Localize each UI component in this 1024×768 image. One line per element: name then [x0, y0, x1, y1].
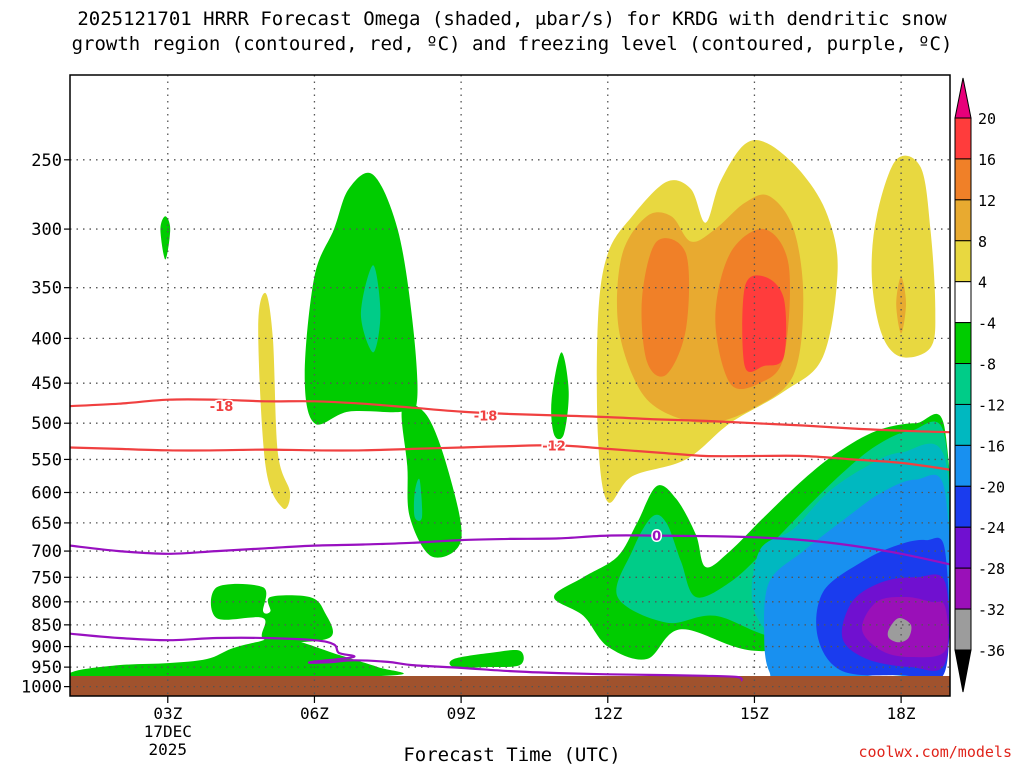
colorbar-segment	[954, 117, 972, 160]
omega-region-21	[887, 618, 912, 643]
y-tick-label: 800	[31, 593, 62, 613]
colorbar-segment	[954, 363, 972, 405]
contour-label: -12	[542, 439, 566, 454]
x-axis-label: Forecast Time (UTC)	[403, 744, 621, 766]
x-tick-label: 09Z	[447, 704, 476, 723]
chart-title-line-2: growth region (contoured, red, ºC) and f…	[71, 33, 953, 55]
y-tick-label: 950	[31, 658, 62, 678]
x-tick-label: 03Z	[153, 704, 182, 723]
omega-region-10	[896, 276, 906, 334]
colorbar-label: 4	[978, 274, 987, 292]
colorbar-label: -36	[978, 642, 1005, 660]
colorbar-segment	[954, 485, 972, 528]
omega-region-11	[641, 238, 690, 377]
temperature-contours: -18 -18 -12 0	[70, 398, 950, 682]
omega-region-23	[210, 583, 333, 643]
y-axis: 2503003504004505005506006507007508008509…	[21, 151, 70, 698]
y-tick-label: 1000	[21, 678, 62, 698]
y-tick-label: 850	[31, 616, 62, 636]
omega-shading	[70, 140, 950, 682]
colorbar-arrow-bottom	[954, 649, 972, 693]
colorbar-segment	[954, 608, 972, 651]
y-tick-label: 350	[31, 279, 62, 299]
contour-label: -18	[474, 410, 498, 425]
contour-label: 0	[652, 530, 661, 545]
y-tick-label: 400	[31, 329, 62, 349]
colorbar-label: -8	[978, 356, 996, 374]
colorbar-segment	[954, 158, 972, 201]
x-tick-year: 2025	[149, 740, 188, 759]
colorbar-label: -16	[978, 437, 1005, 455]
colorbar-segment	[954, 322, 972, 365]
x-tick-label: 15Z	[740, 704, 769, 723]
colorbar-segment	[954, 526, 972, 569]
contour-line-1	[70, 444, 950, 471]
x-tick-date: 17DEC	[144, 722, 192, 741]
colorbar-label: 8	[978, 233, 987, 251]
colorbar-segment	[954, 444, 972, 487]
omega-region-0	[160, 216, 171, 260]
omega-region-5	[413, 478, 423, 521]
x-tick-label: 12Z	[593, 704, 622, 723]
colorbar-segment	[954, 240, 972, 283]
omega-region-6	[551, 352, 569, 440]
omega-region-4	[401, 403, 462, 558]
omega-region-2	[304, 172, 418, 425]
omega-region-22	[70, 637, 404, 681]
y-tick-label: 650	[31, 514, 62, 534]
colorbar-label: -32	[978, 601, 1005, 619]
colorbar: 20 16 12 8 4 -4 -8 -12 -16 -20 -24 -28 -32 -36	[954, 77, 1005, 693]
colorbar-label: 16	[978, 151, 996, 169]
colorbar-label: -24	[978, 519, 1005, 537]
watermark-text: coolwx.com/models	[858, 743, 1012, 761]
y-tick-label: 250	[31, 151, 62, 171]
contour-label: -18	[210, 400, 234, 415]
omega-region-24	[449, 650, 524, 668]
colorbar-segment	[954, 403, 972, 446]
y-tick-label: 300	[31, 220, 62, 240]
colorbar-label: -20	[978, 478, 1005, 496]
ground-surface	[70, 676, 950, 696]
colorbar-label: -4	[978, 315, 996, 333]
colorbar-segment	[954, 281, 972, 324]
omega-region-8	[871, 155, 936, 358]
chart-title-line-1: 2025121701 HRRR Forecast Omega (shaded, …	[77, 8, 947, 30]
omega-region-13	[742, 275, 787, 373]
y-tick-label: 450	[31, 374, 62, 394]
colorbar-arrow-top	[954, 77, 972, 119]
contour-line-2	[70, 534, 950, 566]
y-tick-label: 900	[31, 638, 62, 658]
colorbar-label: 20	[978, 110, 996, 128]
colorbar-segment	[954, 567, 972, 610]
plot-frame	[69, 74, 951, 697]
colorbar-label: -12	[978, 396, 1005, 414]
x-tick-label: 18Z	[887, 704, 916, 723]
x-tick-label: 06Z	[300, 704, 329, 723]
contour-line-3	[70, 632, 744, 682]
y-tick-label: 500	[31, 414, 62, 434]
contour-line-0	[70, 398, 950, 434]
y-tick-label: 600	[31, 483, 62, 503]
colorbar-label: 12	[978, 192, 996, 210]
y-tick-label: 550	[31, 450, 62, 470]
colorbar-segment	[954, 199, 972, 242]
y-tick-label: 700	[31, 542, 62, 562]
y-tick-label: 750	[31, 568, 62, 588]
colorbar-label: -28	[978, 560, 1005, 578]
